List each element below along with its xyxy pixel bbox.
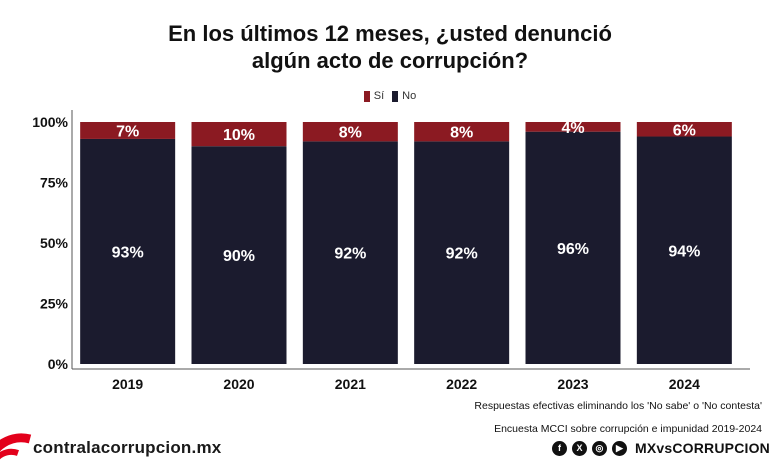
bar-si [525,122,621,132]
y-tick-label: 75% [40,175,69,191]
data-label-no: 90% [223,248,255,265]
bar-no [80,138,176,364]
bar-no [191,146,287,364]
x-tick-label: 2024 [669,376,700,392]
bar-no [525,131,621,364]
youtube-icon[interactable]: ▶ [611,440,627,456]
y-tick-label: 50% [40,235,69,251]
data-label-no: 96% [557,241,589,258]
brand-footer: contralacorrupcion.mx [0,415,260,465]
chart-title-line-1: En los últimos 12 meses, ¿usted denunció [168,21,612,46]
bar-si [302,122,398,142]
bar-si [191,122,287,147]
chart-title-line-2: algún acto de corrupción? [251,48,529,73]
legend-label-si: Sí [373,90,385,102]
legend-label-no: No [402,90,417,102]
data-label-si: 8% [339,125,362,142]
legend-swatch-no [392,90,399,102]
legend-item-si: Sí [363,90,385,102]
facebook-icon[interactable]: f [551,440,567,456]
data-label-si: 4% [561,120,584,137]
legend-item-no: No [392,90,416,102]
data-label-si: 10% [223,127,255,144]
instagram-icon[interactable]: ◎ [591,440,607,456]
x-tick-label: 2019 [112,376,143,392]
chart-title: En los últimos 12 meses, ¿usted denunció… [0,20,780,74]
stacked-bar-chart: 0% 25% 50% 75% 100% 93% 7% 2019 90% 10% 2020 92% 8% 2… [32,110,750,392]
x-tick-label: 2020 [223,376,254,392]
bar-si [414,122,510,142]
bar-no [414,141,510,364]
brand-website[interactable]: contralacorrupcion.mx [33,438,222,457]
brand-logo-icon [0,433,32,460]
y-tick-label: 100% [32,114,68,130]
x-tick-label: 2021 [335,376,366,392]
x-tick-label: 2023 [557,376,588,392]
note-effective-responses: Respuestas efectivas eliminando los 'No … [474,400,762,412]
x-icon[interactable]: X [571,440,587,456]
x-tick-label: 2022 [446,376,477,392]
data-label-no: 92% [334,246,366,263]
data-label-si: 7% [116,123,139,140]
social-handle[interactable]: MXvsCORRUPCION [634,440,770,456]
data-label-si: 8% [450,125,473,142]
data-label-no: 94% [668,243,700,260]
y-tick-label: 0% [48,356,69,372]
social-bar: f X ◎ ▶ MXvsCORRUPCION [551,440,770,456]
data-label-no: 93% [112,244,144,261]
bar-si [636,122,732,137]
bar-no [636,136,732,364]
chart-legend: Sí No [0,90,780,102]
data-label-si: 6% [673,122,696,139]
note-survey-source: Encuesta MCCI sobre corrupción e impunid… [494,423,762,435]
y-tick-label: 25% [40,296,69,312]
data-label-no: 92% [446,246,478,263]
bar-no [302,141,398,364]
legend-swatch-si [363,90,370,102]
bar-si [80,122,176,139]
